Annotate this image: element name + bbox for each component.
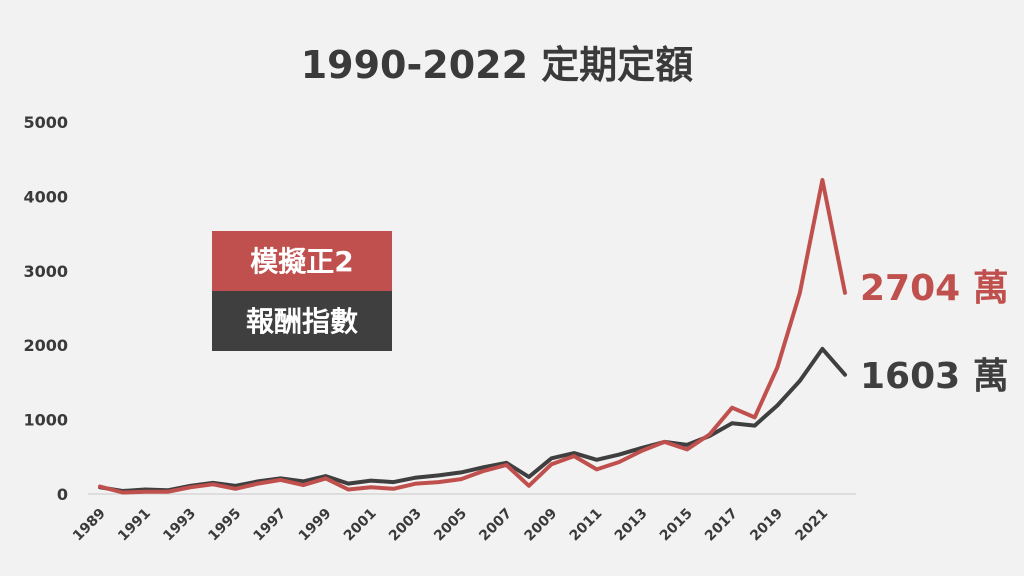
y-axis: 0 1000 2000 3000 4000 5000 (23, 113, 68, 504)
legend-swatch-1 (212, 291, 392, 351)
y-tick-label: 0 (57, 485, 68, 504)
y-tick-label: 3000 (23, 262, 68, 281)
x-tick-label: 2015 (657, 506, 696, 545)
chart-title: 1990-2022 定期定額 (301, 43, 694, 87)
y-tick-label: 2000 (23, 336, 68, 355)
x-tick-label: 2019 (747, 506, 786, 545)
x-tick-label: 2001 (341, 506, 380, 545)
y-tick-label: 1000 (23, 411, 68, 430)
series-lines (98, 178, 847, 495)
x-tick-label: 1995 (205, 506, 244, 545)
legend: 模擬正2 報酬指數 (212, 231, 392, 351)
y-tick-label: 4000 (23, 187, 68, 206)
x-tick-label: 2005 (431, 506, 470, 545)
x-tick-label: 2021 (792, 506, 831, 545)
x-tick-label: 1993 (160, 506, 199, 545)
series-line-0 (98, 178, 847, 495)
x-tick-label: 2003 (386, 506, 425, 545)
x-tick-label: 2011 (567, 506, 606, 545)
y-tick-label: 5000 (23, 113, 68, 132)
x-tick-label: 1997 (251, 506, 290, 545)
x-tick-label: 2009 (521, 506, 560, 545)
x-tick-label: 2017 (702, 506, 741, 545)
end-value-label-0: 2704 萬 (860, 268, 1009, 309)
x-tick-label: 1991 (115, 506, 154, 545)
x-tick-label: 1999 (296, 506, 335, 545)
x-tick-label: 1989 (70, 506, 109, 545)
x-tick-label: 2007 (476, 506, 515, 545)
end-labels: 2704 萬 1603 萬 (860, 268, 1009, 397)
legend-label-0: 模擬正2 (250, 245, 353, 278)
end-value-label-1: 1603 萬 (860, 356, 1009, 397)
x-axis: 1989 1991 1993 1995 1997 1999 2001 2003 2005 2007… (70, 506, 831, 545)
legend-swatch-0 (212, 231, 392, 291)
series-line-1 (98, 346, 847, 493)
x-tick-label: 2013 (612, 506, 651, 545)
legend-label-1: 報酬指數 (246, 305, 358, 338)
